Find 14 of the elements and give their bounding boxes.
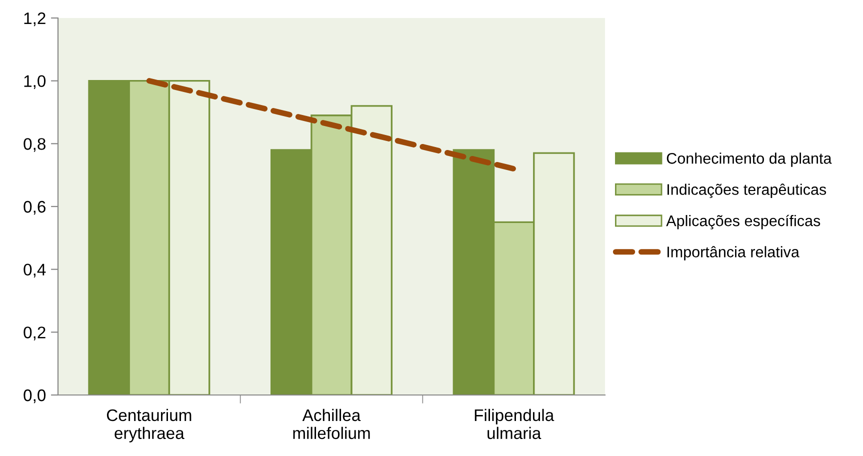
y-tick-label: 0,0 bbox=[24, 389, 46, 404]
legend-label: Importância relativa bbox=[668, 246, 800, 260]
x-tick-label: Centaurium erythraea bbox=[106, 408, 192, 442]
y-tick-label: 1,0 bbox=[24, 75, 46, 90]
y-tick-label: 0,4 bbox=[24, 264, 46, 278]
y-tick-label: 0,2 bbox=[24, 326, 46, 340]
legend-label: Indicações terapêuticas bbox=[668, 184, 826, 198]
x-tick-label: Filipendula ulmaria bbox=[474, 408, 554, 440]
y-tick-label: 0,8 bbox=[24, 138, 46, 152]
y-tick-label: 1,2 bbox=[24, 12, 46, 26]
y-tick-label: 0,6 bbox=[24, 200, 46, 215]
x-tick-label: Achillea millefolium bbox=[293, 408, 370, 440]
legend-label: Conhecimento da planta bbox=[666, 152, 832, 167]
legend-label: Aplicações específicas bbox=[666, 214, 820, 230]
